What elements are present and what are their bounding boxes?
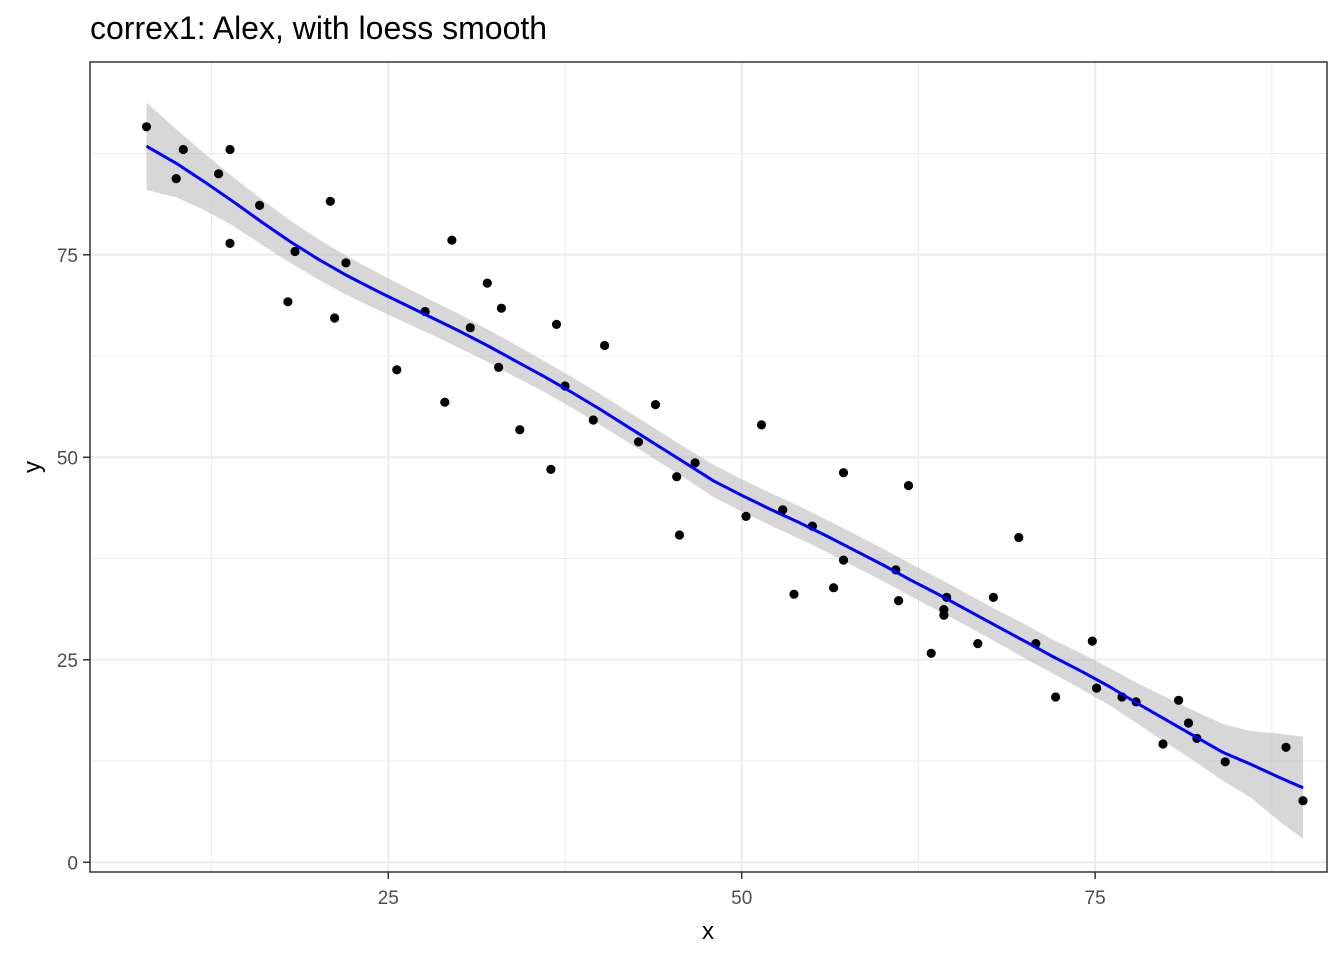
data-point xyxy=(1281,742,1291,752)
grid-lines xyxy=(90,62,1327,872)
data-point xyxy=(496,303,506,313)
data-point xyxy=(741,511,751,521)
data-point xyxy=(1158,739,1168,749)
data-point xyxy=(494,362,504,372)
x-tick-label: 75 xyxy=(1085,888,1106,909)
chart-title: correx1: Alex, with loess smooth xyxy=(90,10,548,46)
data-point xyxy=(214,169,224,179)
data-point xyxy=(838,468,849,478)
data-point xyxy=(392,365,402,375)
data-point xyxy=(1220,757,1230,767)
data-point xyxy=(903,481,914,491)
y-tick-label: 25 xyxy=(57,651,78,672)
data-point xyxy=(600,340,610,351)
data-point xyxy=(447,235,457,245)
data-point xyxy=(283,297,293,307)
x-tick-label: 25 xyxy=(378,888,399,909)
data-point xyxy=(1174,695,1184,705)
data-point xyxy=(515,425,525,435)
data-point xyxy=(225,144,235,155)
data-point xyxy=(1092,683,1102,693)
data-point xyxy=(341,258,351,268)
data-point xyxy=(778,505,788,515)
data-point xyxy=(440,397,450,407)
data-point xyxy=(171,174,181,184)
data-point xyxy=(325,196,335,206)
y-tick-label: 50 xyxy=(57,448,78,469)
data-point xyxy=(588,415,598,425)
data-point xyxy=(465,323,475,333)
data-point xyxy=(988,592,999,603)
data-point xyxy=(894,596,904,606)
data-point xyxy=(690,458,700,468)
panel-border xyxy=(89,61,1328,873)
data-point xyxy=(551,319,562,329)
data-point xyxy=(939,605,949,615)
data-point xyxy=(926,648,936,658)
data-point xyxy=(178,144,188,155)
data-point xyxy=(838,555,849,565)
x-axis-title: x xyxy=(702,918,714,945)
data-point xyxy=(290,246,300,257)
data-point xyxy=(1183,718,1194,728)
y-axis-title: y xyxy=(19,461,46,473)
data-point xyxy=(1298,796,1308,806)
loess-smooth-group xyxy=(145,144,1304,790)
confidence-ribbon-group xyxy=(146,102,1303,839)
data-point xyxy=(141,122,152,132)
data-point xyxy=(1087,636,1097,646)
confidence-ribbon xyxy=(146,102,1303,839)
data-point xyxy=(650,400,661,410)
data-point xyxy=(633,437,644,447)
y-tick-label: 0 xyxy=(67,853,78,874)
data-point xyxy=(672,472,682,482)
data-point xyxy=(1014,532,1024,543)
y-tick-label: 75 xyxy=(57,246,78,267)
loess-smooth-line xyxy=(145,144,1304,790)
data-point xyxy=(255,200,265,210)
data-point xyxy=(482,278,492,288)
data-point xyxy=(330,313,340,323)
data-point xyxy=(225,238,235,248)
data-point xyxy=(973,639,983,649)
data-point xyxy=(674,530,685,540)
x-tick-label: 50 xyxy=(731,888,752,909)
data-point xyxy=(756,420,767,430)
data-point xyxy=(829,583,839,593)
axes: 25 50 75 0 25 50 75 xyxy=(57,246,1106,909)
data-points xyxy=(141,122,1308,806)
data-point xyxy=(1051,692,1061,702)
data-point xyxy=(546,464,556,474)
data-point xyxy=(789,589,799,599)
